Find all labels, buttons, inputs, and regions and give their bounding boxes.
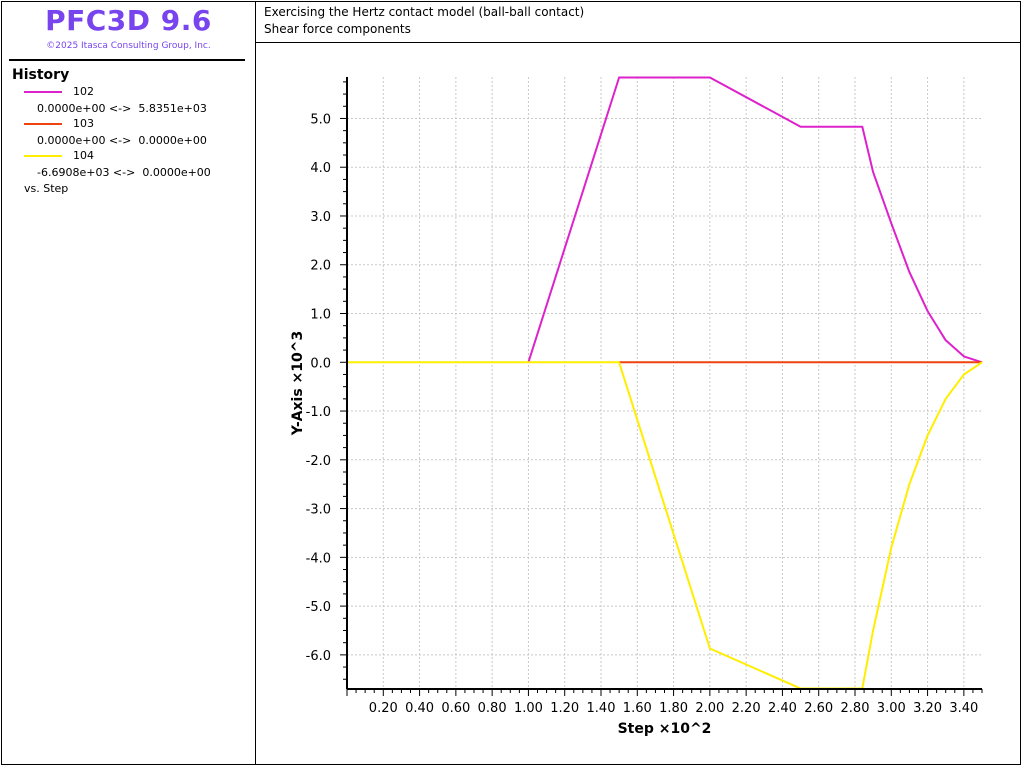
legend-vs-label: vs. Step [24,182,69,195]
y-tick-label: -3.0 [306,503,331,518]
x-tick-label: 1.20 [550,701,579,716]
y-tick-label: -1.0 [306,405,331,420]
sidebar: PFC3D 9.6 ©2025 Itasca Consulting Group,… [1,1,256,765]
x-tick-label: 3.00 [877,701,906,716]
y-tick-label: 4.0 [310,161,331,176]
y-tick-label: 3.0 [310,210,331,225]
series-lines [347,76,983,690]
y-tick-label: 1.0 [310,308,331,323]
x-tick-label: 2.80 [841,701,870,716]
axes [340,77,983,696]
legend-id-103: 103 [73,117,94,130]
x-tick-label: 2.00 [695,701,724,716]
y-tick-label: -4.0 [306,551,331,566]
legend-swatch-103 [24,123,62,125]
grid [347,77,982,689]
x-tick-label: 0.20 [369,701,398,716]
y-tick-label: 5.0 [310,112,331,127]
legend-range-103: 0.0000e+00 <-> 0.0000e+00 [37,134,207,147]
sidebar-divider [9,59,245,61]
x-tick-label: 0.40 [405,701,434,716]
x-tick-label: 0.60 [441,701,470,716]
legend-range-104: -6.6908e+03 <-> 0.0000e+00 [37,166,211,179]
axis-labels: 0.20 0.40 0.60 0.80 1.00 1.20 1.40 1.60 1.80 2.00… [290,112,978,737]
x-tick-label: 1.80 [659,701,688,716]
y-axis-title: Y-Axis ×10^3 [290,331,306,436]
series-line-102 [527,76,983,364]
x-tick-label: 2.60 [804,701,833,716]
x-tick-label: 2.40 [768,701,797,716]
chart-area: 0.20 0.40 0.60 0.80 1.00 1.20 1.40 1.60 1.80 2.00… [290,76,983,737]
legend-id-102: 102 [73,85,94,98]
x-tick-label: 3.20 [913,701,942,716]
header-subtitle: Shear force components [264,22,411,36]
y-tick-label: -2.0 [306,454,331,469]
app-title: PFC3D 9.6 [45,4,212,37]
x-tick-label: 3.40 [949,701,978,716]
x-tick-label: 2.20 [732,701,761,716]
y-tick-label: 0.0 [310,356,331,371]
series-line-104 [347,361,983,690]
legend-range-102: 0.0000e+00 <-> 5.8351e+03 [37,102,207,115]
x-axis-title: Step ×10^2 [618,721,712,737]
y-tick-label: 2.0 [310,259,331,274]
legend-heading: History [12,67,70,83]
header-title: Exercising the Hertz contact model (ball… [264,5,585,19]
x-tick-label: 1.60 [623,701,652,716]
x-tick-label: 0.80 [478,701,507,716]
x-tick-label: 1.40 [587,701,616,716]
plot-header: Exercising the Hertz contact model (ball… [256,1,1021,43]
copyright-notice: ©2025 Itasca Consulting Group, Inc. [46,41,211,51]
legend-swatch-102 [24,91,62,93]
y-tick-label: -5.0 [306,600,331,615]
x-tick-label: 1.00 [514,701,543,716]
y-tick-label: -6.0 [306,649,331,664]
legend-swatch-104 [24,155,62,157]
legend-id-104: 104 [73,149,94,162]
